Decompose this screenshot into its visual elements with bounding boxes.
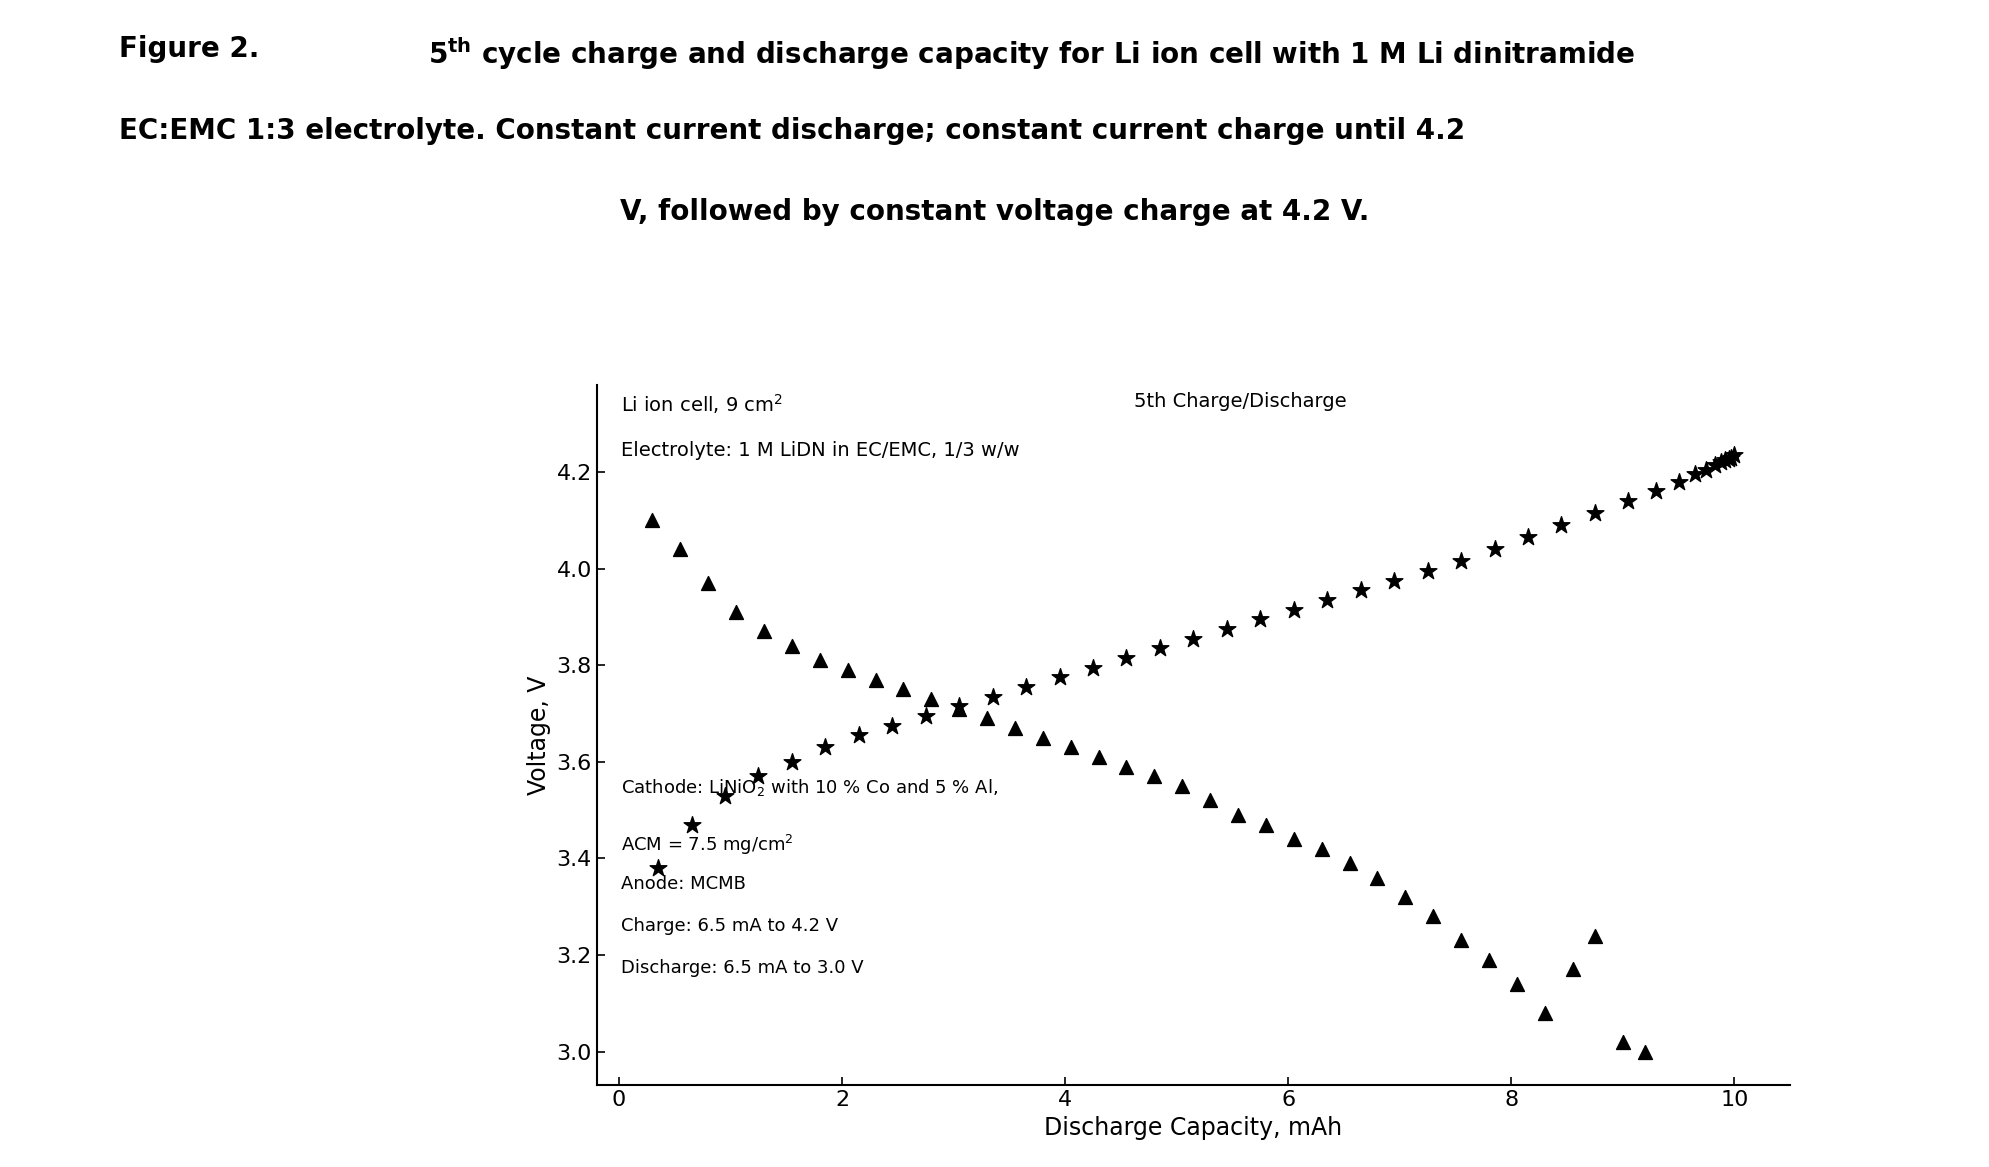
Text: Figure 2.: Figure 2. — [119, 35, 261, 63]
Point — [1221, 805, 1253, 824]
Point — [1362, 868, 1394, 887]
Text: V, followed by constant voltage charge at 4.2 V.: V, followed by constant voltage charge a… — [621, 198, 1368, 226]
Point — [664, 540, 696, 559]
Point — [1144, 640, 1175, 658]
Point — [1211, 620, 1243, 638]
Point — [776, 636, 808, 655]
Point — [1305, 839, 1337, 858]
Text: Anode: MCMB: Anode: MCMB — [621, 875, 746, 893]
Point — [1679, 466, 1711, 484]
Point — [943, 699, 975, 718]
Point — [1110, 649, 1142, 668]
Text: Electrolyte: 1 M LiDN in EC/EMC, 1/3 w/w: Electrolyte: 1 M LiDN in EC/EMC, 1/3 w/w — [621, 441, 1018, 460]
Point — [1691, 460, 1722, 478]
Point — [1613, 491, 1645, 510]
Text: 5th Charge/Discharge: 5th Charge/Discharge — [1134, 392, 1347, 411]
Point — [831, 661, 863, 679]
Point — [1277, 600, 1309, 619]
Point — [1530, 1004, 1561, 1022]
Point — [1177, 629, 1209, 648]
Point — [636, 511, 668, 530]
Point — [1390, 888, 1422, 907]
Point — [1412, 561, 1444, 580]
Point — [1078, 658, 1110, 677]
Point — [1607, 1033, 1639, 1051]
Point — [1718, 446, 1750, 464]
Point — [1311, 591, 1343, 609]
Point — [1629, 1042, 1661, 1061]
Point — [843, 726, 875, 745]
Point — [1418, 907, 1450, 925]
Point — [887, 680, 919, 699]
Point — [776, 753, 808, 771]
Point — [877, 717, 909, 735]
Point — [1641, 482, 1673, 501]
Point — [1446, 552, 1478, 571]
Point — [1545, 516, 1577, 534]
Point — [708, 787, 740, 805]
Point — [1277, 830, 1309, 848]
Point — [1446, 931, 1478, 950]
Point — [1054, 738, 1086, 756]
Point — [1502, 974, 1534, 993]
Point — [1335, 854, 1366, 873]
Point — [1378, 572, 1410, 591]
Point — [1715, 448, 1746, 467]
Point — [1557, 960, 1589, 979]
Text: Discharge: 6.5 mA to 3.0 V: Discharge: 6.5 mA to 3.0 V — [621, 959, 863, 977]
Point — [1713, 449, 1744, 468]
Point — [1138, 767, 1170, 785]
Point — [859, 670, 891, 689]
Text: Charge: 6.5 mA to 4.2 V: Charge: 6.5 mA to 4.2 V — [621, 917, 837, 935]
Point — [1709, 450, 1740, 469]
Point — [998, 719, 1030, 738]
Point — [1082, 748, 1114, 767]
Point — [1478, 540, 1510, 559]
Text: ACM = 7.5 mg/cm$^2$: ACM = 7.5 mg/cm$^2$ — [621, 833, 794, 858]
Point — [943, 697, 975, 715]
Point — [1705, 453, 1736, 471]
Y-axis label: Voltage, V: Voltage, V — [527, 676, 551, 795]
Point — [909, 706, 941, 725]
Point — [1579, 504, 1611, 523]
Point — [1044, 668, 1076, 686]
Point — [1699, 455, 1730, 474]
Point — [1345, 581, 1376, 600]
Point — [1193, 791, 1225, 810]
Point — [1474, 950, 1506, 969]
Point — [1110, 757, 1142, 776]
Point — [642, 859, 674, 878]
Point — [1166, 776, 1197, 795]
Point — [720, 602, 752, 621]
Point — [692, 574, 724, 593]
Point — [915, 690, 947, 708]
Point — [1663, 473, 1695, 491]
Point — [742, 767, 774, 785]
Point — [1249, 816, 1281, 834]
X-axis label: Discharge Capacity, mAh: Discharge Capacity, mAh — [1044, 1116, 1343, 1140]
Point — [1245, 610, 1277, 629]
Point — [1026, 728, 1058, 747]
Point — [1579, 927, 1611, 945]
Text: 5$\mathbf{^{th}}$ cycle charge and discharge capacity for Li ion cell with 1 M L: 5$\mathbf{^{th}}$ cycle charge and disch… — [428, 35, 1635, 71]
Point — [1512, 527, 1543, 546]
Point — [810, 738, 841, 756]
Text: Li ion cell, 9 cm$^2$: Li ion cell, 9 cm$^2$ — [621, 392, 782, 415]
Point — [971, 710, 1002, 728]
Point — [676, 816, 708, 834]
Point — [804, 651, 835, 670]
Point — [748, 622, 780, 641]
Point — [977, 687, 1008, 706]
Point — [1010, 678, 1042, 697]
Text: Cathode: LiNiO$_2$ with 10 % Co and 5 % Al,: Cathode: LiNiO$_2$ with 10 % Co and 5 % … — [621, 777, 998, 798]
Text: EC:EMC 1:3 electrolyte. Constant current discharge; constant current charge unti: EC:EMC 1:3 electrolyte. Constant current… — [119, 117, 1466, 145]
